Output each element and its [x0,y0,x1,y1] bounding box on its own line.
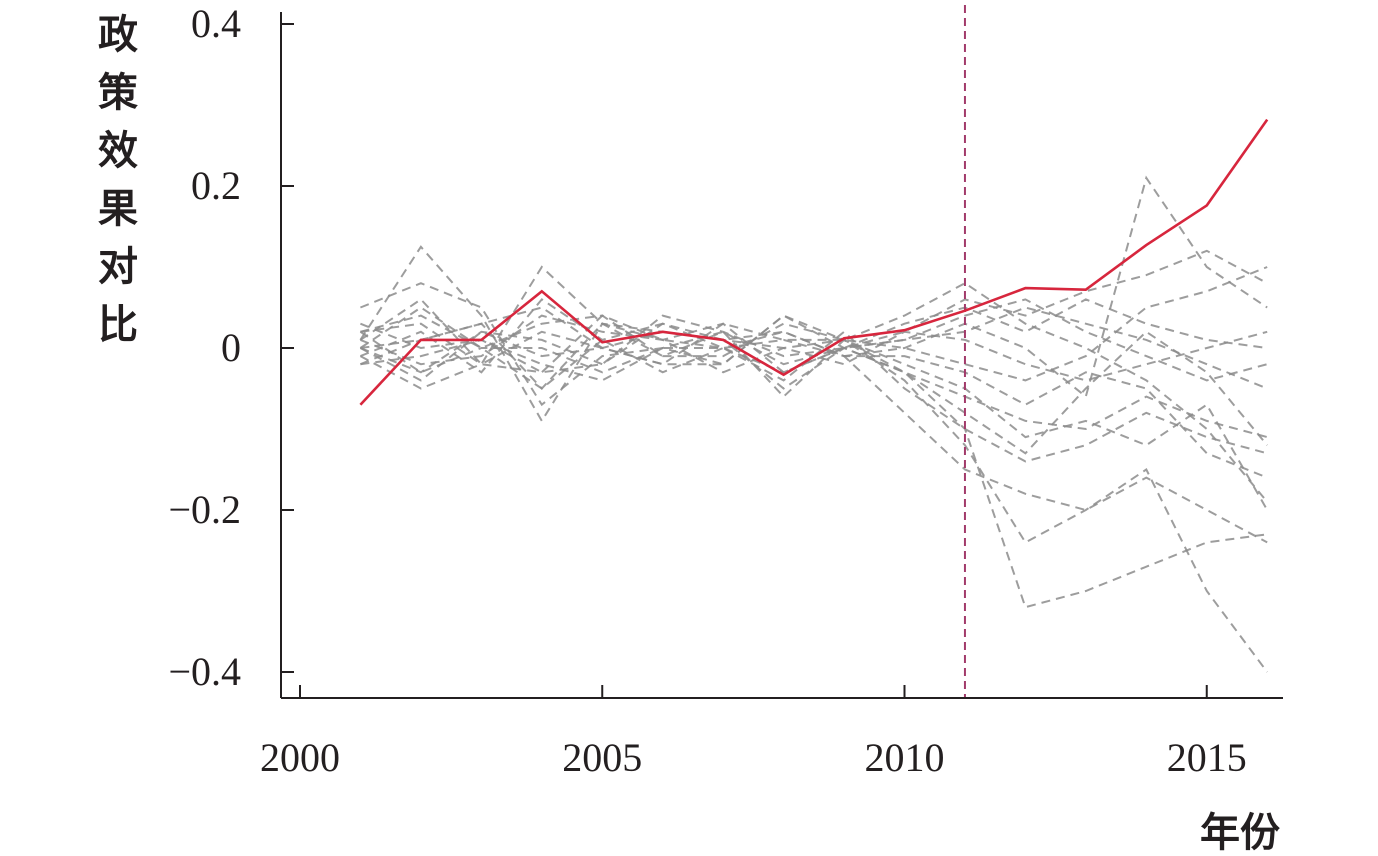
ticks: 0.4 0.2 0 −0.2 −0.4 2000 2005 2010 2015 [168,1,1246,780]
y-tick-label: 0 [221,325,241,370]
treated-series [359,118,1269,406]
placebo-line-16 [359,330,1268,479]
placebo-line-10 [360,298,1268,463]
x-axis-title: 年份 [1200,810,1280,856]
y-tick-label: 0.4 [191,1,241,46]
placebo-line-12 [360,266,1268,382]
placebo-line-5 [360,249,1268,374]
placebo-line-15 [360,298,1268,390]
y-tick-label: −0.2 [168,487,241,532]
y-axis-title: 政策效果对比 [98,12,138,348]
x-tick-label: 2015 [1167,735,1247,780]
y-tick-label: −0.4 [168,649,241,694]
y-tick-label: 0.2 [191,163,241,208]
x-tick-label: 2000 [260,735,340,780]
placebo-line-7 [360,314,1269,511]
axes [280,12,1283,699]
placebo-lines [359,175,1269,673]
x-tick-label: 2010 [865,735,945,780]
placebo-line-8 [359,306,1268,544]
placebo-line-4 [360,175,1268,399]
x-tick-label: 2005 [562,735,642,780]
treated-line [359,118,1269,406]
placebo-line-6 [360,282,1268,503]
